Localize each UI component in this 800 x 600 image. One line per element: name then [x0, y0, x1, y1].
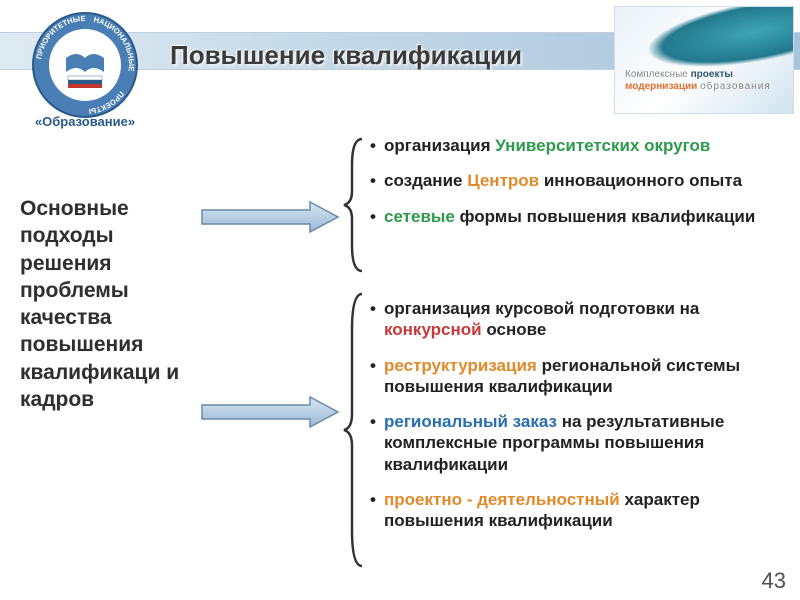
list-item-post: основе	[482, 320, 547, 339]
list-item-highlight: Центров	[467, 171, 539, 190]
list-item-highlight: проектно - деятельностный	[384, 490, 620, 509]
list-item: организация курсовой подготовки на конку…	[370, 298, 790, 341]
list-bottom: организация курсовой подготовки на конку…	[370, 298, 790, 545]
list-item-post: формы повышения квалификации	[455, 207, 755, 226]
list-item-pre: организация курсовой подготовки на	[384, 299, 699, 318]
list-item-highlight: реструктуризация	[384, 356, 537, 375]
list-item-pre: создание	[384, 171, 467, 190]
page-title: Повышение квалификации	[170, 40, 522, 71]
page-number: 43	[762, 568, 786, 594]
list-item: реструктуризация региональной системы по…	[370, 355, 790, 398]
brace-top	[340, 135, 368, 280]
logo-right-text: Комплексные проекты модернизации образов…	[625, 69, 771, 93]
list-top: организация Университетских округов созда…	[370, 135, 790, 241]
list-item-pre: организация	[384, 136, 495, 155]
logo-right: Комплексные проекты модернизации образов…	[614, 6, 794, 114]
list-item: создание Центров инновационного опыта	[370, 170, 790, 191]
list-item: сетевые формы повышения квалификации	[370, 206, 790, 227]
arrow-top	[200, 200, 340, 239]
list-item: проектно - деятельностный характер повыш…	[370, 489, 790, 532]
side-label: Основные подходы решения проблемы качест…	[20, 195, 205, 413]
list-item-highlight: конкурсной	[384, 320, 482, 339]
list-item-post: инновационного опыта	[539, 171, 742, 190]
arrow-bottom	[200, 395, 340, 434]
list-item-highlight: сетевые	[384, 207, 455, 226]
badge-icon: ПРИОРИТЕТНЫЕ НАЦИОНАЛЬНЫЕ ПРОЕКТЫ	[30, 10, 140, 120]
list-item-highlight: Университетских округов	[495, 136, 710, 155]
list-item: организация Университетских округов	[370, 135, 790, 156]
list-item: региональный заказ на результативные ком…	[370, 411, 790, 475]
brace-bottom	[340, 290, 368, 575]
logo-left: ПРИОРИТЕТНЫЕ НАЦИОНАЛЬНЫЕ ПРОЕКТЫ «Образ…	[10, 10, 160, 130]
list-item-highlight: региональный заказ	[384, 412, 557, 431]
